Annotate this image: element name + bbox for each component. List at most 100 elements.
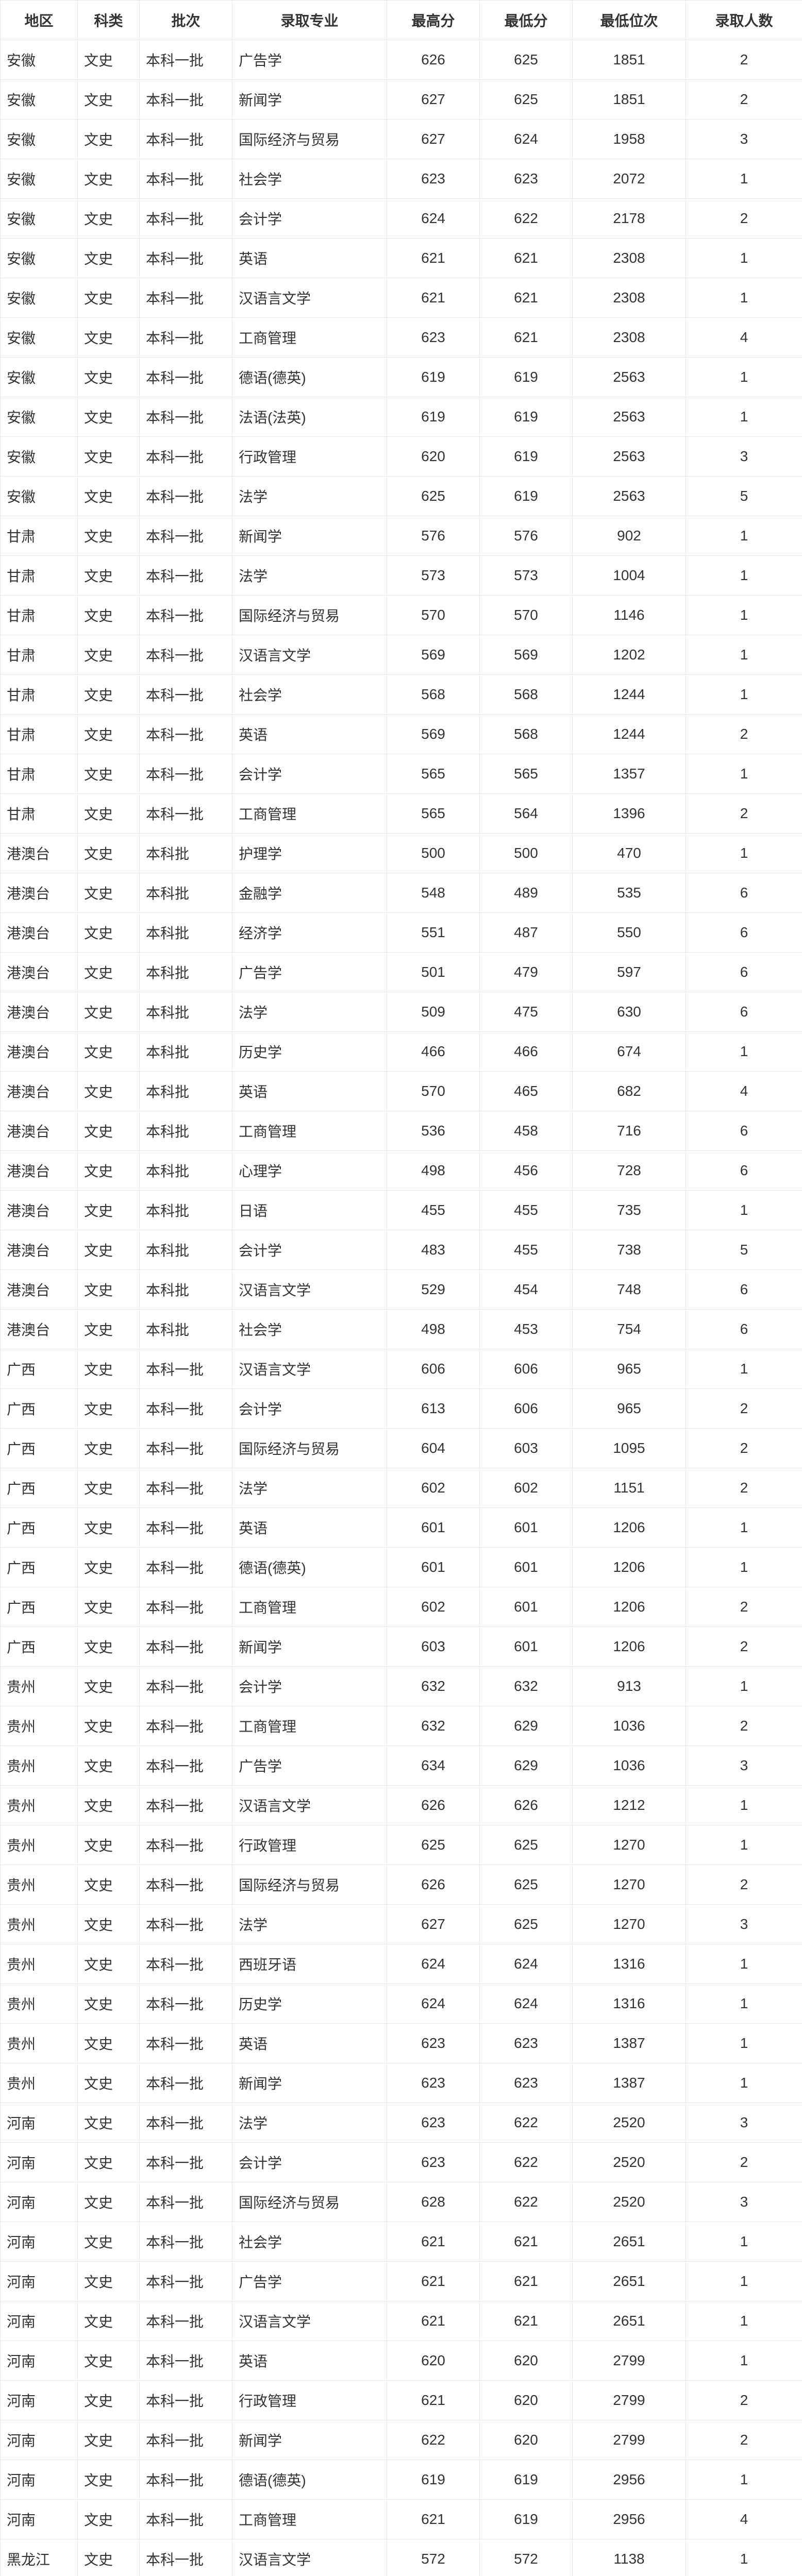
cell: 本科一批 [140, 2103, 232, 2143]
cell: 本科一批 [140, 1825, 232, 1865]
cell: 文史 [78, 1468, 140, 1508]
cell: 法学 [232, 992, 387, 1032]
cell: 本科一批 [140, 2262, 232, 2301]
cell: 文史 [78, 2024, 140, 2063]
cell: 1 [686, 635, 802, 675]
cell: 2308 [573, 239, 686, 278]
cell: 602 [387, 1468, 480, 1508]
cell: 文史 [78, 953, 140, 992]
cell: 国际经济与贸易 [232, 1429, 387, 1468]
cell: 5 [686, 1230, 802, 1270]
cell: 本科一批 [140, 1548, 232, 1587]
cell: 新闻学 [232, 80, 387, 120]
table-row: 贵州文史本科一批历史学62462413161 [1, 1984, 802, 2024]
cell: 安徽 [1, 437, 78, 477]
cell: 565 [480, 754, 573, 794]
cell: 2 [686, 40, 802, 80]
table-row: 安徽文史本科一批新闻学62762518512 [1, 80, 802, 120]
cell: 621 [480, 2301, 573, 2341]
cell: 2563 [573, 397, 686, 437]
cell: 文史 [78, 2500, 140, 2539]
cell: 河南 [1, 2420, 78, 2460]
cell: 本科一批 [140, 1587, 232, 1627]
cell: 安徽 [1, 80, 78, 120]
cell: 德语(德英) [232, 358, 387, 397]
table-row: 港澳台文史本科批工商管理5364587166 [1, 1111, 802, 1151]
cell: 法学 [232, 1905, 387, 1944]
cell: 470 [573, 834, 686, 873]
cell: 河南 [1, 2262, 78, 2301]
cell: 2 [686, 1865, 802, 1905]
cell: 本科一批 [140, 1984, 232, 2024]
cell: 619 [480, 2460, 573, 2500]
cell: 文史 [78, 477, 140, 516]
cell: 2563 [573, 477, 686, 516]
cell: 甘肃 [1, 556, 78, 596]
cell: 902 [573, 516, 686, 556]
cell: 本科一批 [140, 1905, 232, 1944]
cell: 565 [387, 754, 480, 794]
cell: 贵州 [1, 1984, 78, 2024]
cell: 1138 [573, 2539, 686, 2576]
cell: 汉语言文学 [232, 278, 387, 318]
cell: 甘肃 [1, 675, 78, 715]
cell: 工商管理 [232, 2500, 387, 2539]
cell: 619 [480, 477, 573, 516]
cell: 1151 [573, 1468, 686, 1508]
cell: 文史 [78, 2222, 140, 2262]
cell: 甘肃 [1, 794, 78, 834]
cell: 619 [387, 2460, 480, 2500]
cell: 文史 [78, 1032, 140, 1072]
table-row: 甘肃文史本科一批社会学56856812441 [1, 675, 802, 715]
cell: 569 [480, 635, 573, 675]
cell: 622 [480, 199, 573, 239]
cell: 965 [573, 1349, 686, 1389]
cell: 本科一批 [140, 1468, 232, 1508]
cell: 1 [686, 2460, 802, 2500]
cell: 本科批 [140, 1310, 232, 1349]
cell: 河南 [1, 2222, 78, 2262]
cell: 1387 [573, 2024, 686, 2063]
cell: 487 [480, 913, 573, 953]
cell: 1 [686, 834, 802, 873]
cell: 2 [686, 2381, 802, 2420]
cell: 1095 [573, 1429, 686, 1468]
cell: 1851 [573, 80, 686, 120]
cell: 法语(法英) [232, 397, 387, 437]
table-row: 河南文史本科一批广告学62162126511 [1, 2262, 802, 2301]
cell: 本科一批 [140, 1786, 232, 1825]
cell: 本科一批 [140, 2024, 232, 2063]
cell: 573 [387, 556, 480, 596]
cell: 624 [387, 199, 480, 239]
cell: 本科批 [140, 873, 232, 913]
cell: 625 [387, 1825, 480, 1865]
cell: 本科一批 [140, 1429, 232, 1468]
cell: 行政管理 [232, 2381, 387, 2420]
cell: 2956 [573, 2500, 686, 2539]
table-row: 广西文史本科一批英语60160112061 [1, 1508, 802, 1548]
cell: 广西 [1, 1548, 78, 1587]
cell: 2651 [573, 2262, 686, 2301]
cell: 文史 [78, 913, 140, 953]
table-row: 港澳台文史本科批护理学5005004701 [1, 834, 802, 873]
cell: 新闻学 [232, 516, 387, 556]
cell: 贵州 [1, 1706, 78, 1746]
cell: 本科一批 [140, 2539, 232, 2576]
table-row: 港澳台文史本科批心理学4984567286 [1, 1151, 802, 1191]
cell: 英语 [232, 2024, 387, 2063]
cell: 623 [480, 159, 573, 199]
cell: 572 [480, 2539, 573, 2576]
cell: 文史 [78, 1746, 140, 1786]
table-row: 广西文史本科一批新闻学60360112062 [1, 1627, 802, 1667]
cell: 621 [480, 278, 573, 318]
cell: 1212 [573, 1786, 686, 1825]
table-row: 河南文史本科一批工商管理62161929564 [1, 2500, 802, 2539]
cell: 文史 [78, 199, 140, 239]
cell: 536 [387, 1111, 480, 1151]
cell: 港澳台 [1, 1032, 78, 1072]
cell: 工商管理 [232, 1587, 387, 1627]
cell: 1 [686, 1191, 802, 1230]
cell: 625 [480, 1825, 573, 1865]
cell: 甘肃 [1, 715, 78, 754]
cell: 2563 [573, 437, 686, 477]
